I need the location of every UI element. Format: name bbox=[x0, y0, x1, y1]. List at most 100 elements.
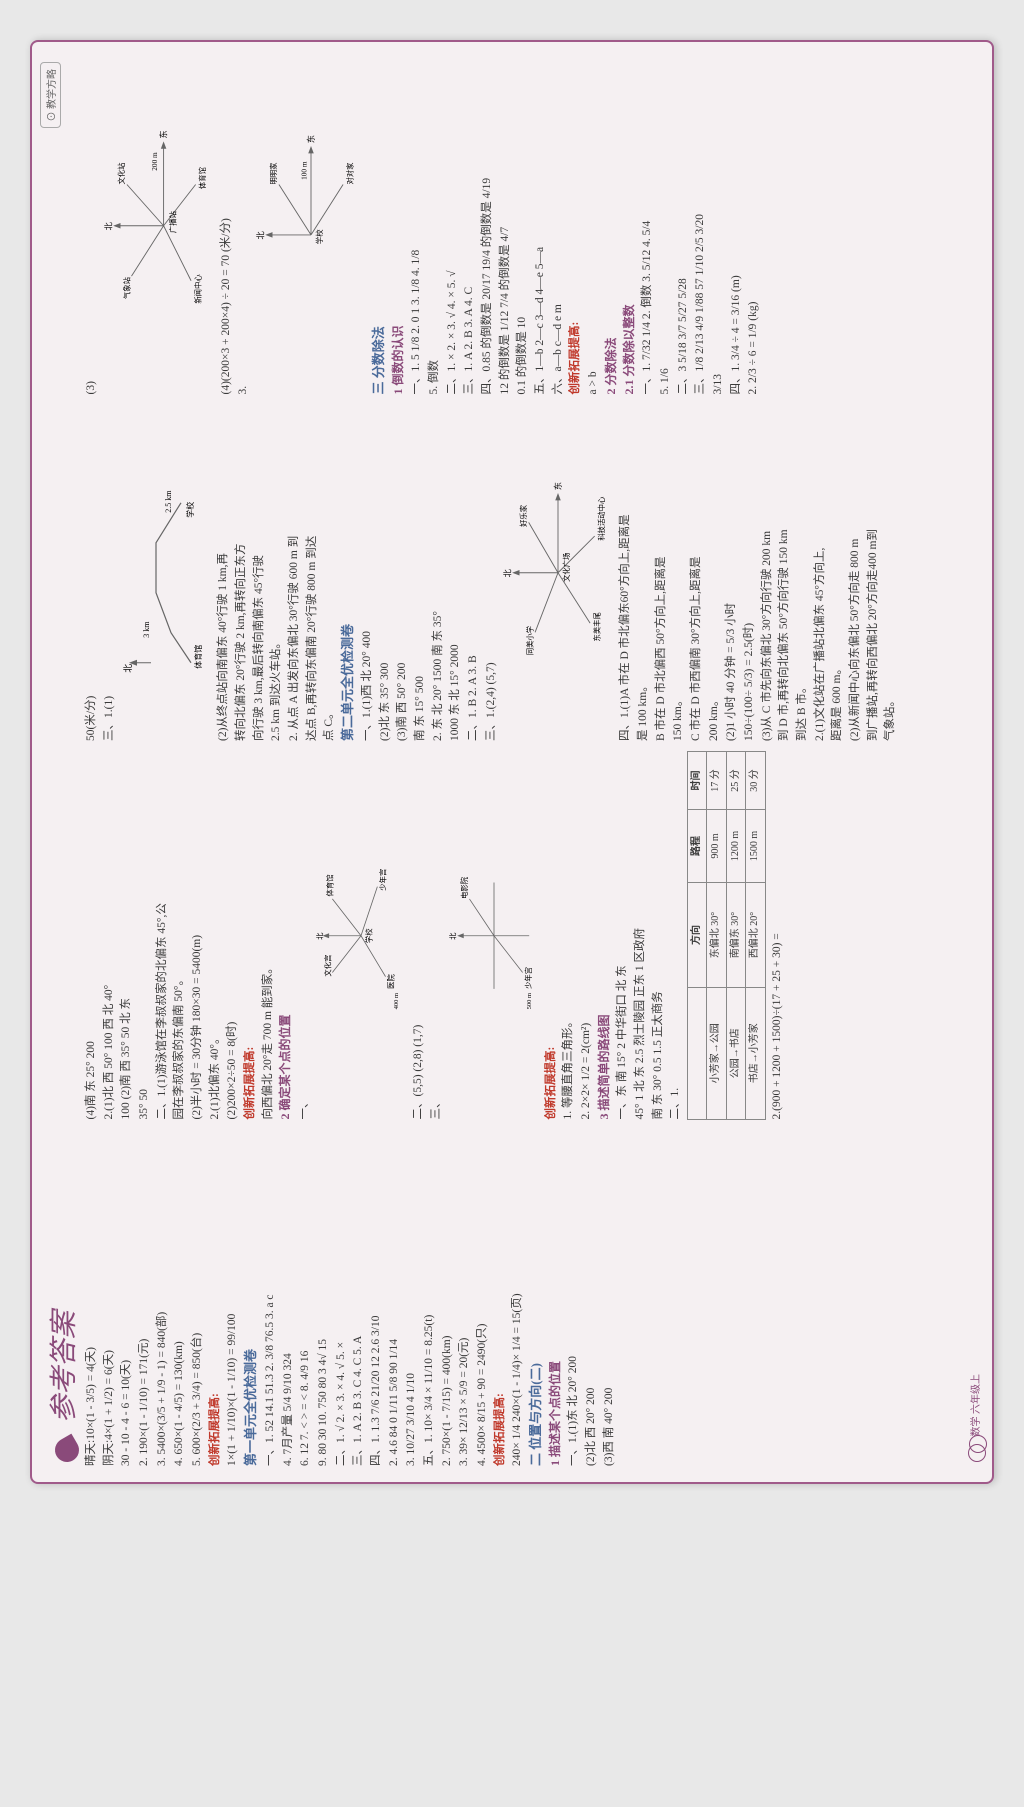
svg-text:电影院: 电影院 bbox=[460, 876, 469, 899]
section-title: 创新拓展提高: bbox=[492, 1130, 509, 1466]
svg-text:好乐家: 好乐家 bbox=[519, 504, 528, 527]
text-line: (3)从 C 市先向东偏北 30°方向行驶 200 km bbox=[759, 405, 776, 741]
text-line: (2)半小时 = 30分钟 180×30 = 5400(m) bbox=[189, 751, 206, 1120]
page-container: 参考答案 ⊙ 教学方略 晴天:10×(1 - 3/5) = 4(天) 阴天:4×… bbox=[30, 40, 994, 1484]
text-line: 六、a—b c—d e m bbox=[550, 58, 567, 394]
text-line: 五、1. 10× 3/4 × 11/10 = 8.25(t) bbox=[421, 1130, 438, 1466]
svg-text:少年宫: 少年宫 bbox=[524, 966, 533, 988]
subsection-title: 2 确定某个点的位置 bbox=[277, 751, 294, 1120]
text-line: 四、1. 3/4 ÷ 4 = 3/16 (m) bbox=[728, 58, 745, 394]
text-line: 1. 等腰直角三角形。 bbox=[560, 751, 577, 1120]
text-line: 2. 2/3 ÷ 6 = 1/9 (kg) bbox=[745, 58, 762, 394]
column-3: 50(米/分) 三、1.(1) 北 体育馆 学校 3 km 2.5 km (2)… bbox=[82, 405, 962, 741]
svg-text:对对家: 对对家 bbox=[345, 162, 354, 185]
text-line: 一、1. 7/32 1/4 2. 倒数 3. 5/12 4. 5/4 bbox=[639, 58, 656, 394]
text-line: 气象站。 bbox=[882, 405, 899, 741]
unit-title: 第一单元全优检测卷 bbox=[242, 1130, 261, 1466]
text-line: 100 (2)南 西 35° 50 北 东 bbox=[118, 751, 135, 1120]
text-line: (2)从新闻中心向东偏北 50°方向走 800 m bbox=[847, 405, 864, 741]
svg-text:文化宫: 文化宫 bbox=[324, 954, 333, 976]
text-line: 点 C。 bbox=[321, 405, 338, 741]
text-line: 2. 从点 A 出发向东偏北 30°行驶 600 m 到 bbox=[286, 405, 303, 741]
text-line: B 市在 D 市北偏西 50°方向上,距离是 bbox=[653, 405, 670, 741]
text-line: 4. 7月产量 5/4 9/10 324 bbox=[280, 1130, 297, 1466]
svg-text:3 km: 3 km bbox=[142, 621, 151, 638]
text-line: 四、0.85 的倒数是 20/17 19/4 的倒数是 4/19 bbox=[479, 58, 496, 394]
text-line: 6. 12 7. < > = < 8. 4/9 16 bbox=[297, 1130, 314, 1466]
svg-text:医院: 医院 bbox=[387, 973, 396, 988]
unit-title: 第二单元全优检测卷 bbox=[339, 405, 358, 741]
page-footer: 数学 六年级上 bbox=[967, 1374, 986, 1462]
text-line: 距离是 600 m。 bbox=[829, 405, 846, 741]
text-line: 1000 东 北 15° 2000 bbox=[447, 405, 464, 741]
subsection-title: 2 分数除法 bbox=[603, 58, 620, 394]
compass-diagram-5: 北 东 学校 明明家 对对家 100 m bbox=[256, 58, 366, 394]
svg-text:学校: 学校 bbox=[185, 502, 195, 518]
svg-text:新闻中心: 新闻中心 bbox=[193, 274, 202, 304]
text-line: 一、1. 52 14.1 51.3 2. 3/8 76.5 3. a c bbox=[262, 1130, 279, 1466]
text-line: 一、1. 5 1/8 2. 0 1 3. 1/8 4. 1/8 bbox=[408, 58, 425, 394]
text-line: 2.(1)北偏东 40°。 bbox=[207, 751, 224, 1120]
text-line: 1×(1 + 1/10)×(1 - 1/10) = 99/100 bbox=[224, 1130, 241, 1466]
text-line: 四、1.(1)A 市在 D 市北偏东60°方向上,距离是 bbox=[617, 405, 634, 741]
text-line: 3. 5400×(3/5 + 1/9 - 1) = 840(部) bbox=[154, 1130, 171, 1466]
svg-text:少年宫: 少年宫 bbox=[379, 868, 388, 890]
text-line: 南 东 30° 0.5 1.5 正太商务 bbox=[650, 751, 667, 1120]
text-line: 二、(5,5) (2,8) (1,7) bbox=[410, 751, 427, 1120]
svg-text:2.5 km: 2.5 km bbox=[164, 490, 173, 513]
text-line: 二、1. bbox=[667, 751, 684, 1120]
text-line: 50(米/分) bbox=[83, 405, 100, 741]
text-line: 4. 4500× 8/15 + 90 = 2490(只) bbox=[474, 1130, 491, 1466]
text-line: 3. 39× 12/13 × 5/9 = 20(元) bbox=[456, 1130, 473, 1466]
svg-text:400 m: 400 m bbox=[393, 992, 400, 1009]
route-diagram-1: 北 体育馆 学校 3 km 2.5 km bbox=[121, 405, 211, 741]
text-line: (3)南 西 50° 200 bbox=[394, 405, 411, 741]
text-line: 2.(1)文化站在广播站北偏东 45°方向上, bbox=[812, 405, 829, 741]
header-title: 参考答案 bbox=[49, 1311, 80, 1423]
page-header: 参考答案 bbox=[42, 1311, 82, 1462]
text-line: (4)(200×3 + 200×4) ÷ 20 = 70 (米/分) bbox=[218, 58, 235, 394]
section-title: 创新拓展提高: bbox=[543, 751, 560, 1120]
text-line: 向西偏北 20°走 700 m 能到家。 bbox=[260, 751, 277, 1120]
text-line: 12 的倒数是 1/12 7/4 的倒数是 4/7 bbox=[497, 58, 514, 394]
text-line: (4)南 东 25° 200 bbox=[83, 751, 100, 1120]
text-line: 一、东 南 15° 2 中华街口 北 东 bbox=[614, 751, 631, 1120]
text-line: 三、1.(2,4) (5,7) bbox=[483, 405, 500, 741]
svg-text:科技活动中心: 科技活动中心 bbox=[597, 496, 606, 541]
text-line: 五、1—b 2—c 3—d 4—e 5—a bbox=[532, 58, 549, 394]
text-line: 240× 1/4 240×(1 - 1/4)× 1/4 = 15(页) bbox=[509, 1130, 526, 1466]
text-line: 二、1. √ 2. × 3. × 4. √ 5. × bbox=[333, 1130, 350, 1466]
text-line: 三、1.(1) bbox=[101, 405, 118, 741]
content-columns: 晴天:10×(1 - 3/5) = 4(天) 阴天:4×(1 + 1/2) = … bbox=[82, 58, 962, 1466]
text-line: (3) bbox=[83, 58, 100, 394]
text-line: 3. bbox=[235, 58, 252, 394]
svg-text:体育馆: 体育馆 bbox=[326, 874, 335, 896]
svg-text:明明家: 明明家 bbox=[269, 162, 278, 185]
svg-text:同美小学: 同美小学 bbox=[526, 626, 535, 655]
subsection-title: 1 倒数的认识 bbox=[390, 58, 407, 394]
text-line: 2.(1)北 西 50° 100 西 北 40° bbox=[101, 751, 118, 1120]
column-2: (4)南 东 25° 200 2.(1)北 西 50° 100 西 北 40° … bbox=[82, 751, 962, 1120]
text-line: 5. 1/6 bbox=[657, 58, 674, 394]
text-line: 2. 750×(1 - 7/15) = 400(km) bbox=[439, 1130, 456, 1466]
text-line: 转向北偏东 20°行驶 2 km,再转向正东方 bbox=[233, 405, 250, 741]
text-line: 5. 600×(2/3 + 3/4) = 850(台) bbox=[189, 1130, 206, 1466]
text-line: 一、 bbox=[296, 751, 313, 1120]
svg-text:东: 东 bbox=[306, 136, 316, 144]
table-row: 公园→书店南偏东 30°1200 m25 分 bbox=[726, 751, 746, 1119]
section-title: 创新拓展提高: bbox=[207, 1130, 224, 1466]
compass-diagram-2: 北 电影院 少年宫 500 m bbox=[449, 751, 539, 1120]
svg-text:文化广场: 文化广场 bbox=[562, 553, 571, 582]
svg-text:文化站: 文化站 bbox=[117, 162, 126, 185]
text-line: 到广播站,再转向西偏北 20°方向走400 m到 bbox=[865, 405, 882, 741]
svg-text:广播站: 广播站 bbox=[168, 211, 177, 234]
table-header: 方向 bbox=[687, 883, 707, 988]
text-line: 0.1 的倒数是 10 bbox=[514, 58, 531, 394]
text-line: 3/13 bbox=[710, 58, 727, 394]
text-line: 四、1. 1.3 7/6 21/20 12 2.6 3/10 bbox=[368, 1130, 385, 1466]
svg-text:北: 北 bbox=[256, 231, 265, 240]
text-line: 2. 2×2× 1/2 = 2(cm²) bbox=[578, 751, 595, 1120]
text-line: 到达 B 市。 bbox=[794, 405, 811, 741]
column-1: 晴天:10×(1 - 3/5) = 4(天) 阴天:4×(1 + 1/2) = … bbox=[82, 1130, 962, 1466]
text-line: (2)北 东 35° 300 bbox=[377, 405, 394, 741]
